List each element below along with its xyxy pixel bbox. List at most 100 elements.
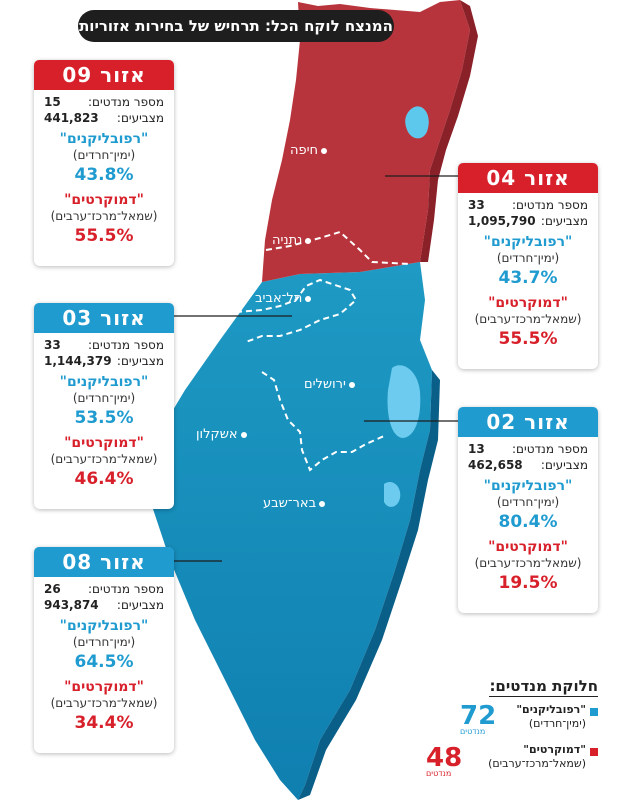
south-region: [150, 262, 432, 800]
dem-swatch: [590, 748, 598, 756]
zone-header: אזור 02: [458, 407, 598, 437]
dem-desc: (שמאל־מרכז־ערבים): [474, 556, 582, 570]
seats-label: מספר מנדטים:: [512, 198, 588, 212]
legend-row-republicans: "רפובליקנים" (ימין־חרדים) 72 מנדטים: [418, 703, 598, 737]
voters-value: 462,658: [468, 458, 523, 472]
dem-pct: 46.4%: [74, 469, 134, 489]
legend-rep-name: "רפובליקנים": [516, 703, 586, 716]
seats-value: 33: [44, 338, 61, 352]
legend-title: חלוקת מנדטים:: [489, 677, 598, 697]
zone-card-03: אזור 03 מספר מנדטים: 33 מצביעים: 1,144,379…: [34, 303, 174, 509]
seats-value: 13: [468, 442, 485, 456]
rep-name: "רפובליקנים": [59, 618, 149, 634]
city-label: נתניה: [272, 233, 314, 248]
dem-pct: 55.5%: [74, 226, 134, 246]
legend-dem-desc: (שמאל־מרכז־ערבים): [488, 757, 586, 770]
city-dot: [321, 147, 328, 154]
seats-legend: חלוקת מנדטים: "רפובליקנים" (ימין־חרדים) …: [418, 676, 598, 778]
seats-value: 26: [44, 582, 61, 596]
seats-value: 15: [44, 95, 61, 109]
rep-pct: 64.5%: [74, 652, 134, 672]
rep-desc: (ימין־חרדים): [72, 148, 136, 162]
rep-name: "רפובליקנים": [483, 234, 573, 250]
dem-name: "דמוקרטים": [64, 435, 144, 451]
rep-desc: (ימין־חרדים): [72, 391, 136, 405]
dem-desc: (שמאל־מרכז־ערבים): [50, 452, 158, 466]
city-dot: [240, 431, 247, 438]
dem-pct: 55.5%: [498, 329, 558, 349]
city-label: ירושלים: [304, 377, 358, 392]
seats-label: מספר מנדטים:: [88, 338, 164, 352]
legend-dem-unit: מנדטים: [426, 769, 452, 778]
voters-label: מצביעים:: [116, 111, 164, 125]
rep-name: "רפובליקנים": [483, 478, 573, 494]
rep-pct: 53.5%: [74, 408, 134, 428]
city-dot: [319, 500, 326, 507]
zone-meta: מספר מנדטים: 13 מצביעים: 462,658: [458, 441, 598, 473]
dem-name: "דמוקרטים": [488, 539, 568, 555]
seats-value: 33: [468, 198, 485, 212]
zone-header: אזור 09: [34, 60, 174, 90]
zone-header: אזור 03: [34, 303, 174, 333]
dem-pct: 34.4%: [74, 713, 134, 733]
city-name: חיפה: [290, 143, 319, 158]
city-name: אשקלון: [196, 427, 238, 442]
rep-name: "רפובליקנים": [59, 131, 149, 147]
dem-pct: 19.5%: [498, 573, 558, 593]
city-dot: [305, 237, 312, 244]
voters-label: מצביעים:: [540, 458, 588, 472]
sea-of-galilee: [405, 106, 429, 139]
voters-label: מצביעים:: [116, 598, 164, 612]
dem-name: "דמוקרטים": [64, 192, 144, 208]
rep-desc: (ימין־חרדים): [496, 495, 560, 509]
zone-header: אזור 04: [458, 163, 598, 193]
zone-meta: מספר מנדטים: 33 מצביעים: 1,144,379: [34, 337, 174, 369]
page-title: המנצח לוקח הכל: תרחיש של בחירות אזוריות: [78, 10, 394, 42]
city-name: נתניה: [272, 233, 303, 248]
zone-card-09: אזור 09 מספר מנדטים: 15 מצביעים: 441,823 "…: [34, 60, 174, 266]
seats-label: מספר מנדטים:: [88, 582, 164, 596]
city-label: תל־אביב: [255, 291, 314, 306]
dem-name: "דמוקרטים": [64, 679, 144, 695]
seats-label: מספר מנדטים:: [512, 442, 588, 456]
city-name: ירושלים: [304, 377, 346, 392]
legend-dem-name: "דמוקרטים": [523, 743, 586, 756]
voters-label: מצביעים:: [540, 214, 588, 228]
rep-pct: 80.4%: [498, 512, 558, 532]
zone-meta: מספר מנדטים: 15 מצביעים: 441,823: [34, 94, 174, 126]
rep-desc: (ימין־חרדים): [72, 635, 136, 649]
legend-rep-seats: 72: [460, 701, 497, 731]
voters-value: 1,144,379: [44, 354, 112, 368]
dem-name: "דמוקרטים": [488, 295, 568, 311]
zone-header: אזור 08: [34, 547, 174, 577]
city-name: תל־אביב: [255, 291, 303, 306]
city-label: באר־שבע: [263, 496, 328, 511]
zone-meta: מספר מנדטים: 26 מצביעים: 943,874: [34, 581, 174, 613]
north-region: [262, 0, 470, 282]
legend-row-democrats: "דמוקרטים" (שמאל־מרכז־ערבים) 48 מנדטים: [418, 743, 598, 778]
city-name: באר־שבע: [263, 496, 317, 511]
voters-value: 943,874: [44, 598, 99, 612]
rep-swatch: [590, 708, 598, 716]
zone-meta: מספר מנדטים: 33 מצביעים: 1,095,790: [458, 197, 598, 229]
legend-rep-unit: מנדטים: [460, 727, 486, 736]
city-label: חיפה: [290, 143, 330, 158]
rep-desc: (ימין־חרדים): [496, 251, 560, 265]
legend-dem-seats: 48: [426, 743, 463, 773]
city-dot: [305, 295, 312, 302]
dead-sea: [387, 365, 421, 438]
zone-card-04: אזור 04 מספר מנדטים: 33 מצביעים: 1,095,790…: [458, 163, 598, 369]
legend-rep-desc: (ימין־חרדים): [528, 717, 586, 730]
seats-label: מספר מנדטים:: [88, 95, 164, 109]
rep-pct: 43.7%: [498, 268, 558, 288]
voters-value: 1,095,790: [468, 214, 536, 228]
dem-desc: (שמאל־מרכז־ערבים): [50, 696, 158, 710]
voters-value: 441,823: [44, 111, 99, 125]
zone-card-08: אזור 08 מספר מנדטים: 26 מצביעים: 943,874 "…: [34, 547, 174, 753]
dem-desc: (שמאל־מרכז־ערבים): [50, 209, 158, 223]
rep-pct: 43.8%: [74, 165, 134, 185]
zone-card-02: אזור 02 מספר מנדטים: 13 מצביעים: 462,658 "…: [458, 407, 598, 613]
city-dot: [348, 381, 355, 388]
city-label: אשקלון: [196, 427, 250, 442]
